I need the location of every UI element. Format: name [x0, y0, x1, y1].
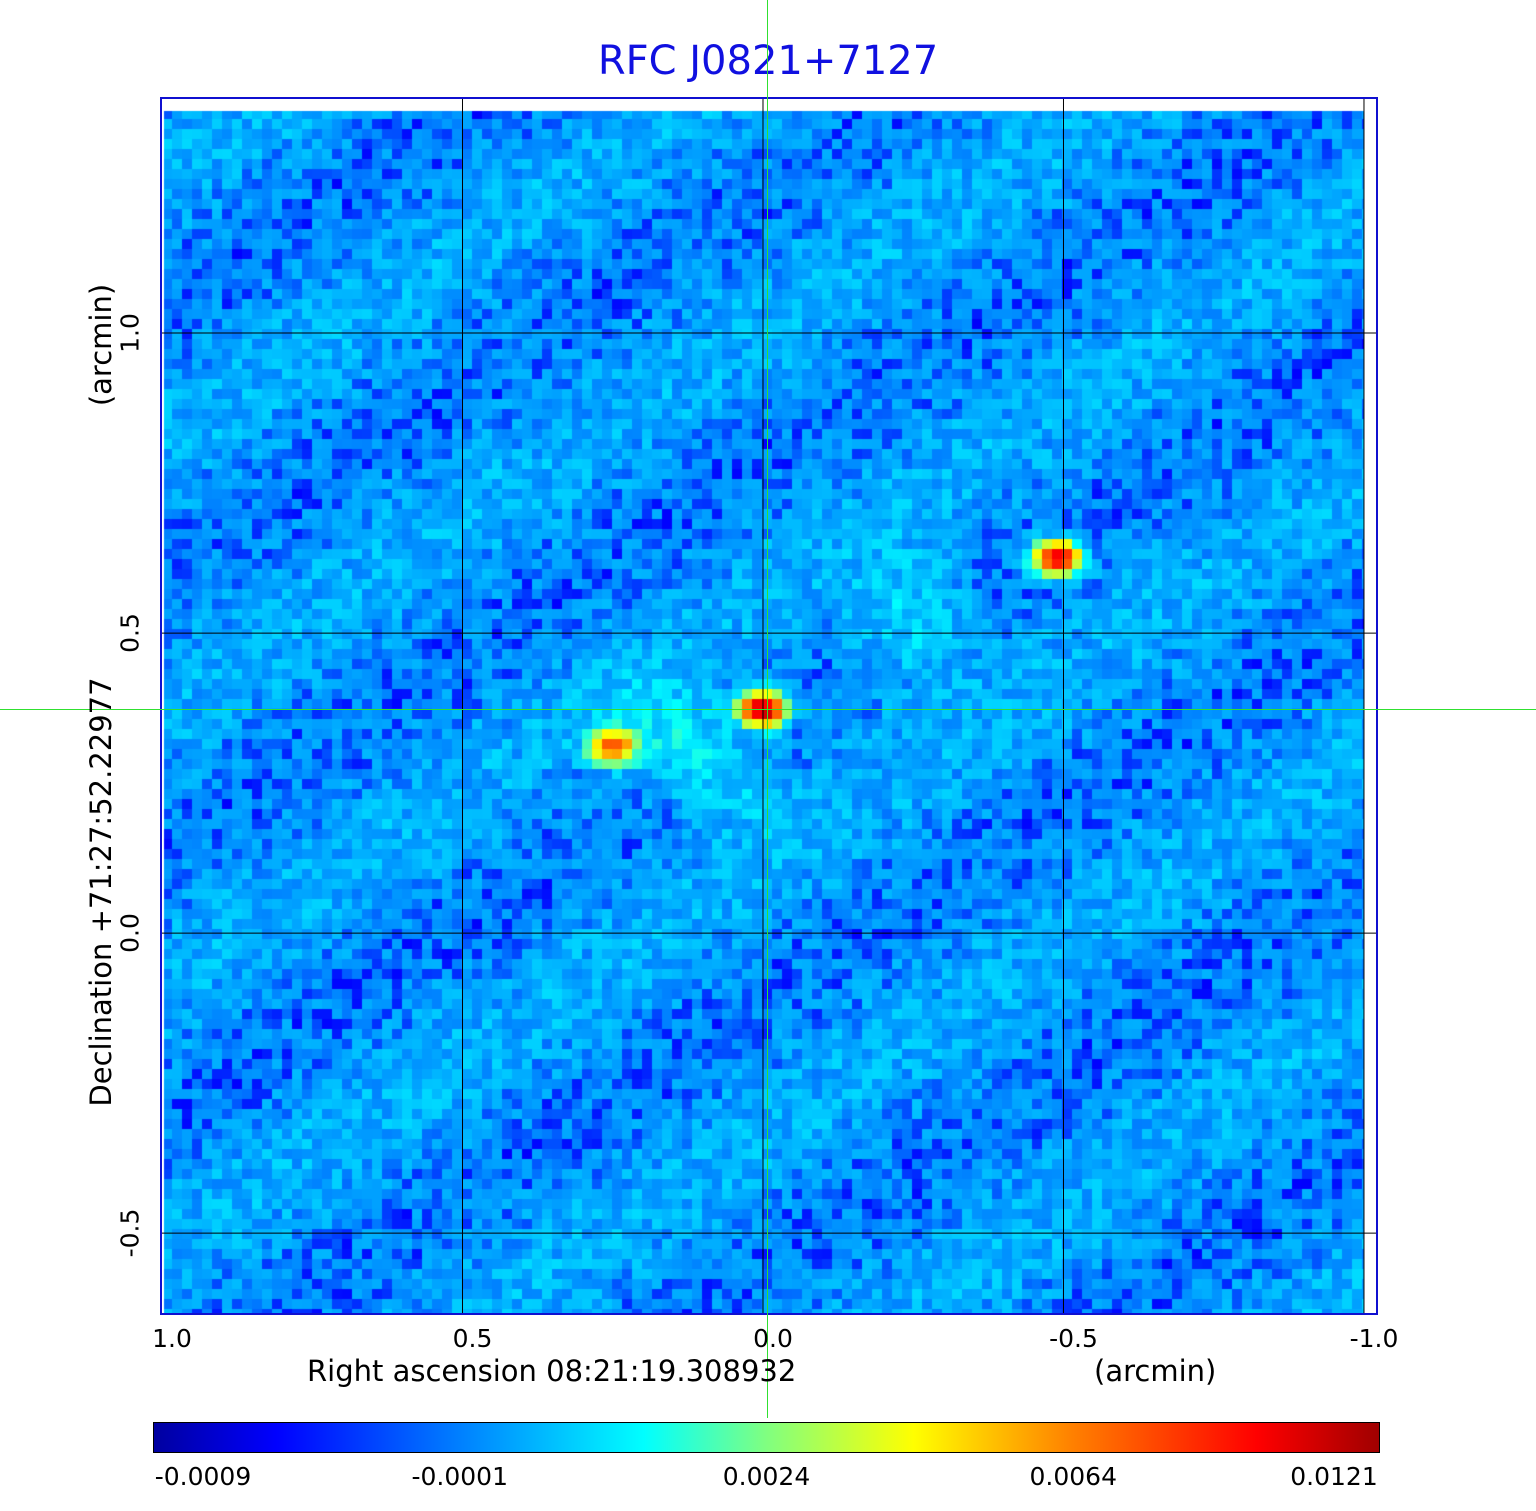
colorbar-tick-label: 0.0064	[1029, 1462, 1117, 1491]
x-axis-label: Right ascension 08:21:19.308932	[307, 1354, 797, 1388]
colorbar-tick-label: -0.0009	[154, 1462, 252, 1491]
heatmap-image[interactable]	[162, 99, 1376, 1313]
x-tick-label: 0.5	[452, 1324, 493, 1353]
y-axis-label: Declination +71:27:52.22977	[84, 677, 118, 1107]
x-tick-label: -0.5	[1049, 1324, 1098, 1353]
x-tick-label: 1.0	[152, 1324, 192, 1353]
x-tick-label: 0.0	[753, 1324, 793, 1353]
colorbar	[153, 1422, 1380, 1453]
y-tick-label: 1.0	[115, 313, 145, 353]
plot-frame	[160, 97, 1378, 1315]
x-axis-unit: (arcmin)	[1094, 1354, 1217, 1388]
x-tick-label: -1.0	[1349, 1324, 1399, 1353]
y-tick-label: -0.5	[115, 1208, 145, 1258]
y-tick-label: 0.0	[115, 913, 145, 954]
colorbar-tick-label: 0.0121	[1290, 1462, 1378, 1491]
grid-lines	[162, 99, 1376, 1313]
chart-title: RFC J0821+7127	[597, 38, 939, 84]
y-tick-label: 0.5	[115, 613, 145, 653]
colorbar-tick-label: -0.0001	[411, 1462, 509, 1491]
y-axis-unit: (arcmin)	[84, 283, 118, 407]
crosshair-horizontal	[0, 709, 1536, 710]
colorbar-tick-label: 0.0024	[722, 1462, 811, 1491]
